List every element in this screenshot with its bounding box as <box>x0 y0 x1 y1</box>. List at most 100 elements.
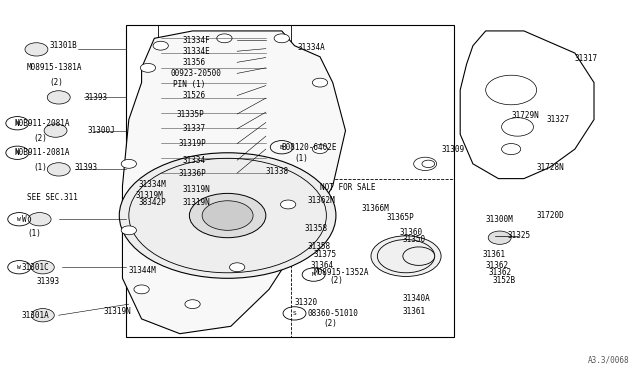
Circle shape <box>140 63 156 72</box>
Text: 31301B: 31301B <box>49 41 77 50</box>
Circle shape <box>47 91 70 104</box>
Circle shape <box>153 41 168 50</box>
Text: 31364: 31364 <box>310 261 333 270</box>
Text: 31356: 31356 <box>183 58 206 67</box>
Text: 31526: 31526 <box>183 91 206 100</box>
Text: 31362: 31362 <box>486 261 509 270</box>
Text: S: S <box>292 311 296 316</box>
Text: (1): (1) <box>33 163 47 172</box>
Circle shape <box>371 236 441 276</box>
Text: N0B911-2081A: N0B911-2081A <box>14 148 70 157</box>
Text: 08360-51010: 08360-51010 <box>307 309 358 318</box>
Text: B: B <box>280 145 284 150</box>
Text: W: W <box>22 215 27 224</box>
Text: 31344M: 31344M <box>129 266 157 275</box>
Text: 31361: 31361 <box>483 250 506 259</box>
Circle shape <box>312 145 328 154</box>
Text: 31338: 31338 <box>266 167 289 176</box>
Text: 31309: 31309 <box>441 145 464 154</box>
Text: M08915-1352A: M08915-1352A <box>314 268 369 277</box>
Text: 31729N: 31729N <box>511 111 539 121</box>
Text: W: W <box>17 217 21 222</box>
Circle shape <box>488 231 511 244</box>
Text: N0B911-2081A: N0B911-2081A <box>14 119 70 128</box>
Text: 31334E: 31334E <box>183 47 211 56</box>
Text: 31334M: 31334M <box>138 180 166 189</box>
Text: 31327: 31327 <box>546 115 570 124</box>
Text: 31362: 31362 <box>489 268 512 277</box>
Circle shape <box>28 212 51 226</box>
Text: W: W <box>17 265 21 270</box>
Text: 31358: 31358 <box>304 224 327 233</box>
Circle shape <box>280 200 296 209</box>
Circle shape <box>47 163 70 176</box>
Text: (2): (2) <box>330 276 344 285</box>
Circle shape <box>119 153 336 278</box>
Text: 31366M: 31366M <box>362 203 389 213</box>
Text: (2): (2) <box>33 134 47 142</box>
Text: 31334: 31334 <box>183 155 206 165</box>
Text: 31393: 31393 <box>36 278 60 286</box>
Text: (1): (1) <box>27 230 41 238</box>
Text: 31720D: 31720D <box>537 211 564 220</box>
Text: 31358: 31358 <box>307 243 330 251</box>
Circle shape <box>185 300 200 309</box>
Text: 00923-20500: 00923-20500 <box>170 69 221 78</box>
Circle shape <box>121 226 136 235</box>
Text: 31365P: 31365P <box>387 213 415 222</box>
Text: 31336P: 31336P <box>179 169 206 177</box>
Circle shape <box>121 160 136 168</box>
Text: 31320: 31320 <box>294 298 317 307</box>
Text: 31362M: 31362M <box>307 196 335 205</box>
Text: 3152B: 3152B <box>492 276 515 285</box>
Text: A3.3/0068: A3.3/0068 <box>588 355 629 364</box>
Text: (2): (2) <box>49 78 63 87</box>
Text: B08120-6402E: B08120-6402E <box>282 143 337 152</box>
Text: 31317: 31317 <box>575 54 598 63</box>
Text: 31319M: 31319M <box>135 191 163 200</box>
Circle shape <box>230 263 245 272</box>
Text: 31393: 31393 <box>75 163 98 172</box>
Circle shape <box>44 124 67 137</box>
Circle shape <box>31 309 54 322</box>
Circle shape <box>25 43 48 56</box>
Text: M08915-1381A: M08915-1381A <box>27 63 83 72</box>
Circle shape <box>202 201 253 230</box>
Circle shape <box>31 260 54 274</box>
Text: 31375: 31375 <box>314 250 337 259</box>
Text: 31350: 31350 <box>403 235 426 244</box>
Circle shape <box>189 193 266 238</box>
Text: N: N <box>15 121 19 126</box>
Text: 31319N: 31319N <box>183 198 211 207</box>
Text: NOT FOR SALE: NOT FOR SALE <box>320 183 376 192</box>
Text: (1): (1) <box>294 154 308 163</box>
Circle shape <box>312 78 328 87</box>
Text: 31301C: 31301C <box>22 263 49 272</box>
Text: M: M <box>312 272 316 277</box>
Text: SEE SEC.311: SEE SEC.311 <box>27 193 77 202</box>
Text: 31334A: 31334A <box>298 43 326 52</box>
Text: 31393: 31393 <box>84 93 108 102</box>
Text: 31334F: 31334F <box>183 36 211 45</box>
Circle shape <box>378 240 435 273</box>
Text: PIN (1): PIN (1) <box>173 80 206 89</box>
Polygon shape <box>122 31 346 334</box>
Text: 31728N: 31728N <box>537 163 564 172</box>
Text: 31340A: 31340A <box>403 294 431 303</box>
Text: 31301A: 31301A <box>22 311 49 320</box>
Text: 31337: 31337 <box>183 124 206 133</box>
Circle shape <box>274 34 289 43</box>
Text: 31300M: 31300M <box>486 215 513 224</box>
Text: 31360: 31360 <box>399 228 423 237</box>
Text: 31319N: 31319N <box>103 307 131 316</box>
Circle shape <box>403 247 435 265</box>
Text: 31335P: 31335P <box>177 109 204 119</box>
Text: 31325: 31325 <box>508 231 531 240</box>
Text: 31319P: 31319P <box>179 139 206 148</box>
Text: (2): (2) <box>323 319 337 328</box>
Circle shape <box>134 285 149 294</box>
Text: N: N <box>15 150 19 155</box>
Text: 38342P: 38342P <box>138 198 166 207</box>
Text: 31319N: 31319N <box>183 185 211 194</box>
Circle shape <box>217 34 232 43</box>
